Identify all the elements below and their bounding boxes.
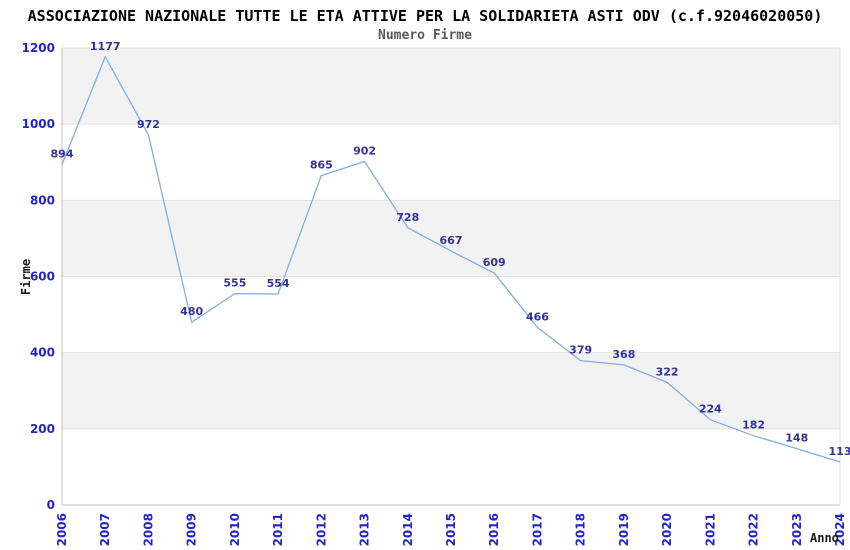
data-point-label: 728 [396,211,419,224]
x-tick-label: 2013 [358,513,372,546]
data-point-label: 609 [483,256,506,269]
chart-title: ASSOCIAZIONE NAZIONALE TUTTE LE ETA ATTI… [27,7,823,25]
data-point-label: 667 [440,234,463,247]
y-tick-label: 200 [30,422,55,436]
y-tick-label: 600 [30,270,55,284]
data-point-label: 182 [742,419,765,432]
x-tick-label: 2011 [271,513,285,546]
data-point-label: 554 [267,277,290,290]
x-tick-label: 2019 [617,513,631,546]
y-tick-label: 0 [47,498,55,512]
data-point-label: 865 [310,159,333,172]
signatures-trend-line [61,56,841,463]
data-point-label: 113 [829,445,850,458]
x-tick-label: 2020 [660,513,674,546]
x-tick-label: 2017 [530,513,544,546]
x-tick-label: 2009 [185,513,199,546]
x-tick-label: 2022 [747,513,761,546]
data-point-label: 555 [223,277,246,290]
data-point-label: 368 [612,348,635,361]
x-tick-label: 2024 [833,513,847,546]
x-tick-label: 2015 [444,513,458,546]
x-tick-label: 2012 [314,513,328,546]
data-point-label: 902 [353,144,376,157]
x-tick-label: 2018 [574,513,588,546]
y-axis-title: Firme [19,258,33,296]
data-point-label: 972 [137,118,160,131]
grid-band [62,48,840,125]
data-point-label: 894 [51,148,74,161]
data-point-label: 224 [699,403,722,416]
x-tick-label: 2006 [55,513,69,546]
x-tick-label: 2007 [98,513,112,546]
x-tick-label: 2021 [703,513,717,546]
data-point-label: 322 [656,365,679,378]
y-tick-label: 400 [30,346,55,360]
x-axis-title: Anno [810,531,839,545]
grid-band [62,200,840,277]
y-tick-label: 800 [30,193,55,207]
grid-band [62,352,840,429]
data-point-label: 1177 [90,40,121,53]
chart-subtitle: Numero Firme [378,28,472,43]
data-point-label: 466 [526,311,549,324]
x-tick-label: 2023 [790,513,804,546]
x-tick-label: 2010 [228,513,242,546]
x-tick-label: 2008 [141,513,155,546]
data-point-label: 480 [180,305,203,318]
y-tick-label: 1000 [22,117,55,131]
data-point-label: 148 [785,432,808,445]
data-point-label: 379 [569,344,592,357]
y-tick-label: 1200 [22,41,55,55]
x-tick-label: 2014 [401,513,415,546]
x-tick-label: 2016 [487,513,501,546]
